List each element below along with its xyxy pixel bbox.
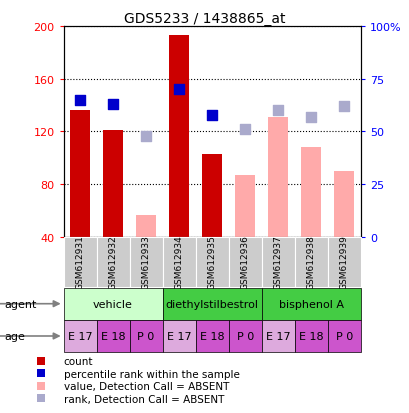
Bar: [334, 172, 353, 237]
Bar: [202, 154, 222, 237]
Text: GSM612932: GSM612932: [108, 235, 117, 290]
Point: [76, 97, 83, 104]
Bar: [267, 118, 288, 237]
Bar: [162, 288, 261, 320]
Bar: [63, 320, 97, 352]
Text: rank, Detection Call = ABSENT: rank, Detection Call = ABSENT: [63, 394, 223, 404]
Text: diethylstilbestrol: diethylstilbestrol: [165, 299, 258, 309]
Text: E 18: E 18: [298, 331, 323, 341]
Bar: [103, 131, 123, 237]
Text: P 0: P 0: [335, 331, 352, 341]
Bar: [261, 288, 360, 320]
Bar: [195, 320, 228, 352]
Text: percentile rank within the sample: percentile rank within the sample: [63, 369, 239, 379]
Text: age: age: [4, 331, 25, 341]
Bar: [97, 237, 129, 287]
Bar: [97, 320, 129, 352]
Text: P 0: P 0: [137, 331, 154, 341]
Text: E 17: E 17: [166, 331, 191, 341]
Point: [110, 102, 116, 108]
Bar: [294, 237, 327, 287]
Text: P 0: P 0: [236, 331, 253, 341]
Text: count: count: [63, 356, 93, 366]
Text: GSM612931: GSM612931: [75, 235, 84, 290]
Bar: [63, 288, 162, 320]
Text: GSM612934: GSM612934: [174, 235, 183, 290]
Bar: [327, 237, 360, 287]
Bar: [63, 237, 97, 287]
Bar: [169, 36, 189, 237]
Bar: [162, 320, 195, 352]
Bar: [162, 237, 195, 287]
Text: agent: agent: [4, 299, 36, 309]
Text: GSM612936: GSM612936: [240, 235, 249, 290]
Bar: [228, 320, 261, 352]
Text: vehicle: vehicle: [93, 299, 133, 309]
Bar: [70, 111, 90, 237]
Point: [208, 112, 215, 119]
Text: value, Detection Call = ABSENT: value, Detection Call = ABSENT: [63, 381, 228, 391]
Text: GSM612933: GSM612933: [141, 235, 150, 290]
Bar: [327, 320, 360, 352]
Text: GSM612939: GSM612939: [339, 235, 348, 290]
Text: GDS5233 / 1438865_at: GDS5233 / 1438865_at: [124, 12, 285, 26]
Point: [340, 104, 347, 110]
Text: GSM612935: GSM612935: [207, 235, 216, 290]
Point: [241, 127, 248, 133]
Text: E 18: E 18: [101, 331, 125, 341]
Point: [274, 108, 281, 114]
Bar: [235, 176, 254, 237]
Bar: [261, 237, 294, 287]
Point: [307, 114, 314, 121]
Text: bisphenol A: bisphenol A: [278, 299, 343, 309]
Bar: [261, 320, 294, 352]
Text: GSM612937: GSM612937: [273, 235, 282, 290]
Point: [175, 87, 182, 93]
Bar: [301, 148, 320, 237]
Point: [142, 133, 149, 140]
Text: E 17: E 17: [67, 331, 92, 341]
Bar: [129, 320, 162, 352]
Text: E 17: E 17: [265, 331, 290, 341]
Bar: [195, 237, 228, 287]
Bar: [294, 320, 327, 352]
Bar: [136, 215, 156, 237]
Text: GSM612938: GSM612938: [306, 235, 315, 290]
Text: E 18: E 18: [199, 331, 224, 341]
Bar: [228, 237, 261, 287]
Bar: [129, 237, 162, 287]
